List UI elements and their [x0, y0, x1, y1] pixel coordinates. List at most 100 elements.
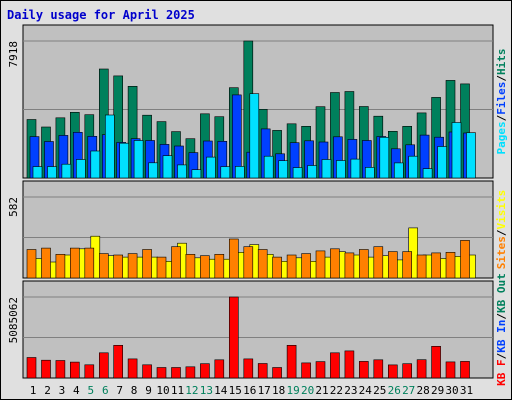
- bar-pages-day-14: [220, 166, 231, 179]
- x-tick-label-day-31: 31: [460, 384, 473, 397]
- bar-kb-f-day-7: [113, 344, 123, 379]
- chart-title: Daily usage for April 2025: [7, 8, 195, 22]
- bar-kb-f-day-5: [84, 364, 95, 379]
- x-tick-label-day-22: 22: [330, 384, 343, 397]
- bar-pages-day-11: [177, 164, 187, 179]
- bar-sites-day-2: [41, 247, 51, 279]
- x-tick-label-day-30: 30: [445, 384, 458, 397]
- x-tick-label-day-13: 13: [200, 384, 213, 397]
- bar-pages-day-19: [292, 167, 303, 179]
- legend-separator: /: [495, 229, 508, 236]
- bar-pages-day-12: [191, 169, 202, 179]
- x-tick-label-day-12: 12: [185, 384, 198, 397]
- bar-kb-f-day-25: [373, 359, 384, 379]
- legend-kbytes: KB F/KB In/KB Out: [495, 273, 508, 386]
- bar-sites-day-31: [460, 240, 470, 279]
- x-tick-label-day-6: 6: [102, 384, 109, 397]
- bar-sites-day-18: [272, 256, 282, 279]
- bar-kb-f-day-14: [214, 359, 225, 379]
- bar-sites-day-15: [229, 238, 239, 279]
- x-tick-label-day-21: 21: [315, 384, 328, 397]
- bar-pages-day-4: [76, 159, 86, 179]
- legend-item-visits: Visits: [495, 190, 508, 230]
- bar-pages-day-22: [336, 160, 346, 179]
- bar-sites-day-21: [315, 250, 326, 279]
- bar-kb-f-day-15: [229, 296, 239, 379]
- bar-sites-day-29: [431, 252, 441, 279]
- legend-pages-files-hits: Pages/Files/Hits: [495, 49, 508, 155]
- bar-sites-day-13: [200, 255, 210, 279]
- bar-pages-day-28: [422, 168, 433, 179]
- y-max-label: 7918: [7, 41, 20, 68]
- legend-separator: /: [495, 75, 508, 82]
- bar-pages-day-23: [350, 158, 361, 179]
- bar-pages-day-9: [148, 162, 158, 179]
- x-tick-label-day-5: 5: [87, 384, 94, 397]
- bar-pages-day-21: [321, 159, 332, 179]
- x-tick-label-day-15: 15: [229, 384, 242, 397]
- bar-sites-day-17: [257, 249, 268, 279]
- legend-item-pages: Pages: [495, 121, 508, 154]
- x-tick-label-day-20: 20: [301, 384, 314, 397]
- bar-sites-day-11: [171, 246, 181, 279]
- x-tick-label-day-27: 27: [402, 384, 415, 397]
- bar-kb-f-day-13: [200, 363, 210, 379]
- bar-kb-f-day-28: [416, 359, 427, 379]
- x-tick-label-day-7: 7: [116, 384, 123, 397]
- x-tick-label-day-25: 25: [373, 384, 386, 397]
- bar-sites-day-5: [84, 247, 95, 279]
- bar-kb-f-day-2: [41, 359, 51, 379]
- bar-pages-day-25: [379, 137, 390, 179]
- bar-kb-f-day-1: [26, 357, 37, 379]
- bar-sites-day-16: [243, 246, 254, 279]
- x-tick-label-day-18: 18: [272, 384, 285, 397]
- bar-sites-day-28: [416, 254, 427, 279]
- bar-pages-day-6: [105, 114, 115, 179]
- bar-sites-day-27: [402, 251, 413, 279]
- legend-item-kb-f: KB F: [495, 359, 508, 386]
- bar-kb-f-day-18: [272, 367, 282, 379]
- bar-pages-day-15: [235, 166, 245, 179]
- bar-kb-f-day-24: [358, 361, 369, 379]
- bar-kb-f-day-8: [127, 358, 138, 379]
- bar-sites-day-10: [156, 256, 167, 279]
- bar-pages-day-24: [364, 167, 375, 179]
- bar-kb-f-day-20: [301, 362, 311, 379]
- x-tick-label-day-4: 4: [73, 384, 80, 397]
- bar-sites-day-12: [185, 254, 196, 279]
- x-tick-label-day-19: 19: [286, 384, 299, 397]
- bar-sites-day-3: [55, 254, 66, 279]
- bar-sites-day-9: [142, 249, 152, 279]
- bar-kb-f-day-23: [344, 350, 355, 379]
- legend-item-kb-in: KB In: [495, 320, 508, 353]
- bar-sites-day-4: [70, 247, 80, 279]
- legend-item-hits: Hits: [495, 49, 508, 76]
- x-tick-label-day-9: 9: [145, 384, 152, 397]
- legend-separator: /: [495, 114, 508, 121]
- y-max-label: 5085062: [7, 297, 20, 343]
- x-tick-label-day-17: 17: [258, 384, 271, 397]
- legend-item-files: Files: [495, 82, 508, 115]
- x-tick-label-day-24: 24: [359, 384, 373, 397]
- bar-sites-day-8: [127, 253, 138, 279]
- x-tick-label-day-26: 26: [388, 384, 401, 397]
- bar-pages-day-30: [451, 122, 462, 179]
- bar-pages-day-2: [47, 166, 57, 179]
- bar-pages-day-18: [278, 160, 288, 179]
- bar-kb-f-day-30: [445, 361, 456, 379]
- bar-sites-day-20: [301, 253, 311, 279]
- legend-item-sites: Sites: [495, 236, 508, 269]
- bar-kb-f-day-22: [330, 352, 340, 379]
- bar-pages-day-16: [249, 93, 260, 179]
- legend-sites-visits: Sites/Visits: [495, 190, 508, 270]
- bar-kb-f-day-27: [402, 363, 413, 379]
- bar-pages-day-20: [307, 165, 317, 179]
- x-tick-label-day-28: 28: [416, 384, 429, 397]
- bar-kb-f-day-17: [257, 363, 268, 379]
- bar-kb-f-day-31: [460, 361, 470, 379]
- bar-pages-day-10: [162, 155, 173, 179]
- bar-pages-day-29: [437, 146, 447, 179]
- bar-kb-f-day-12: [185, 366, 196, 379]
- bar-pages-day-27: [408, 155, 419, 179]
